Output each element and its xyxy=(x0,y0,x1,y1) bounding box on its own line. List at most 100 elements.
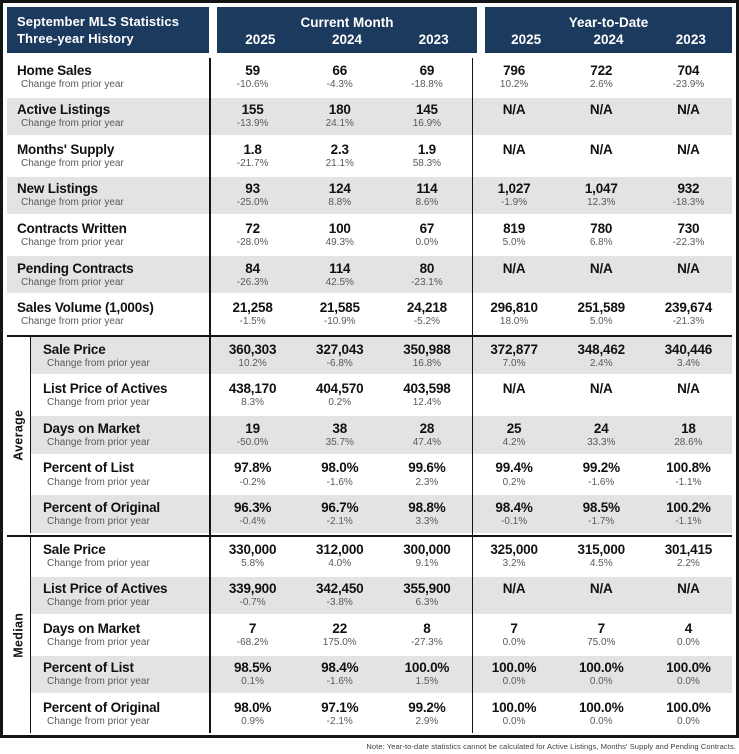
metric-value: 350,988 xyxy=(403,341,451,357)
metric-change: -1.6% xyxy=(326,476,353,488)
metric-value: 19 xyxy=(245,420,260,436)
table-row: Months' Supply Change from prior year 1.8-… xyxy=(7,137,732,174)
metric-change: 47.4% xyxy=(412,436,442,448)
metric-change: 5.0% xyxy=(589,316,613,328)
metric-change: -10.9% xyxy=(323,316,356,328)
value-cell: 93 -25.0% xyxy=(209,181,296,209)
value-cell: 438,170 8.3% xyxy=(209,381,296,409)
report-title-line1: September MLS Statistics xyxy=(17,14,180,29)
value-cell: N/A xyxy=(558,261,645,289)
metric-value: 438,170 xyxy=(228,381,277,397)
metric-value: 24,218 xyxy=(406,300,447,316)
value-cell: N/A xyxy=(645,261,732,289)
value-cell: 21,585 -10.9% xyxy=(296,300,383,328)
metric-change: 3.2% xyxy=(502,557,526,569)
metric-change: -0.7% xyxy=(239,597,266,609)
value-cell: N/A xyxy=(470,381,557,409)
value-cell: N/A xyxy=(645,102,732,130)
year-header-2025: 2025 xyxy=(511,32,542,47)
value-cell: 67 0.0% xyxy=(383,221,470,249)
metric-label: Percent of List xyxy=(43,460,134,476)
metric-change: -0.2% xyxy=(239,476,266,488)
row-label-cell: Days on Market Change from prior year xyxy=(31,621,209,649)
metric-change: 0.0% xyxy=(502,636,526,648)
metric-change: -23.1% xyxy=(411,276,443,288)
metric-change: -68.2% xyxy=(236,636,269,648)
metric-value: 98.4% xyxy=(495,500,533,515)
metric-value: 1.8 xyxy=(243,141,262,157)
value-cell: 7 -68.2% xyxy=(209,621,296,649)
row-label-cell: Months' Supply Change from prior year xyxy=(7,142,209,170)
metric-value: 98.5% xyxy=(233,660,272,676)
value-cell: 932 -18.3% xyxy=(645,181,732,209)
metric-change: 0.1% xyxy=(241,676,264,688)
metric-value: N/A xyxy=(589,581,613,597)
value-cell: 7 0.0% xyxy=(470,621,557,649)
column-divider xyxy=(471,58,473,733)
metric-value: 99.4% xyxy=(495,460,533,476)
metric-value: N/A xyxy=(677,102,700,118)
metric-value: 72 xyxy=(245,220,260,236)
metric-change: 58.3% xyxy=(412,157,442,169)
metric-change: -27.3% xyxy=(411,636,443,648)
value-cell: 59 -10.6% xyxy=(209,63,296,91)
metric-value: 300,000 xyxy=(403,541,451,557)
metric-change: -1.7% xyxy=(588,516,615,528)
table-row: Sale Price Change from prior year 360,303 1… xyxy=(31,337,732,375)
metric-value: 98.0% xyxy=(321,460,359,476)
metric-value: 7 xyxy=(248,620,257,636)
value-cell: N/A xyxy=(558,102,645,130)
metric-value: 100.0% xyxy=(578,660,624,676)
metric-value: 404,570 xyxy=(316,381,364,397)
metric-value: 100.0% xyxy=(491,660,537,676)
metric-change: 18.0% xyxy=(499,316,529,328)
value-cell: 100.0% 0.0% xyxy=(645,660,732,688)
metric-change: 4.0% xyxy=(328,557,352,569)
metric-change: 0.0% xyxy=(589,676,613,688)
value-cell: 796 10.2% xyxy=(470,63,557,91)
value-cell: 8 -27.3% xyxy=(383,621,470,649)
metric-value: N/A xyxy=(502,581,526,597)
value-cell: 327,043 -6.8% xyxy=(296,342,383,370)
metric-change: 0.2% xyxy=(502,476,526,488)
value-cell: 330,000 5.8% xyxy=(209,542,296,570)
metric-value: N/A xyxy=(589,260,613,276)
metric-change: -1.1% xyxy=(675,476,702,488)
metric-value: 96.3% xyxy=(233,500,272,515)
value-cell: N/A xyxy=(558,381,645,409)
value-cell: 251,589 5.0% xyxy=(558,300,645,328)
metric-change: 5.0% xyxy=(502,237,526,249)
metric-value: 100.0% xyxy=(491,699,537,715)
year-header-2023: 2023 xyxy=(675,32,706,47)
year-to-date-years: 2025 2024 2023 xyxy=(485,32,732,47)
metric-value: 8 xyxy=(423,620,431,636)
metric-value: 4 xyxy=(684,620,693,636)
change-label: Change from prior year xyxy=(21,118,124,130)
metric-value: 67 xyxy=(419,220,435,236)
change-label: Change from prior year xyxy=(47,516,150,528)
change-label: Change from prior year xyxy=(21,78,124,90)
table-row: Sale Price Change from prior year 330,000 5… xyxy=(31,537,732,574)
metric-value: 796 xyxy=(503,62,526,78)
value-cell: 1,047 12.3% xyxy=(558,181,645,209)
row-label-cell: Home Sales Change from prior year xyxy=(7,63,209,91)
value-cell: 1.8 -21.7% xyxy=(209,142,296,170)
report-title-line2: Three-year History xyxy=(17,31,134,46)
metric-change: -1.5% xyxy=(239,316,266,328)
metric-value: 315,000 xyxy=(577,541,626,557)
year-to-date-header: Year-to-Date 2025 2024 2023 xyxy=(485,7,732,53)
value-cell: 730 -22.3% xyxy=(645,221,732,249)
metric-change: 28.6% xyxy=(674,436,703,448)
metric-change: -50.0% xyxy=(236,436,269,448)
metric-value: 84 xyxy=(245,260,260,276)
metric-value: 93 xyxy=(245,181,260,197)
metric-value: 145 xyxy=(415,102,438,118)
value-cell: 404,570 0.2% xyxy=(296,381,383,409)
metric-change: -1.9% xyxy=(501,197,528,209)
metric-value: 24 xyxy=(593,420,609,436)
metric-change: 21.1% xyxy=(325,157,354,169)
metric-value: 360,303 xyxy=(228,341,277,357)
metric-change: 49.3% xyxy=(325,237,354,249)
value-cell: 348,462 2.4% xyxy=(558,342,645,370)
metric-value: 780 xyxy=(590,220,613,236)
